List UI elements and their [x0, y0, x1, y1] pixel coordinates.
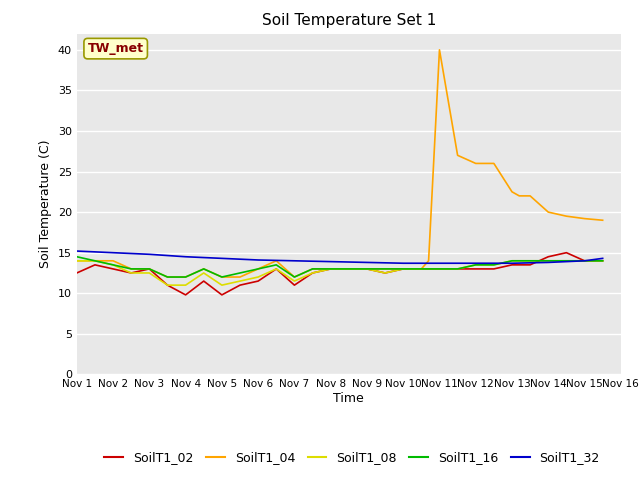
Text: TW_met: TW_met	[88, 42, 144, 55]
Y-axis label: Soil Temperature (C): Soil Temperature (C)	[39, 140, 52, 268]
X-axis label: Time: Time	[333, 392, 364, 405]
Legend: SoilT1_02, SoilT1_04, SoilT1_08, SoilT1_16, SoilT1_32: SoilT1_02, SoilT1_04, SoilT1_08, SoilT1_…	[99, 446, 605, 469]
Title: Soil Temperature Set 1: Soil Temperature Set 1	[262, 13, 436, 28]
